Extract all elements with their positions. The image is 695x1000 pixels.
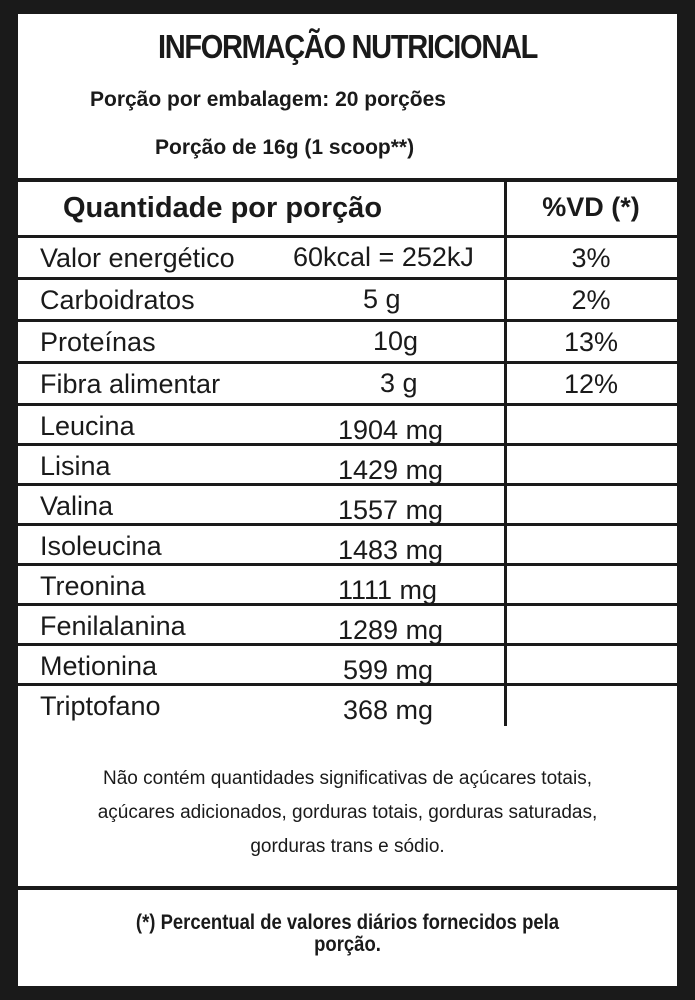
nutrient-name: Metionina (40, 651, 158, 681)
nutrient-name: Leucina (40, 411, 135, 441)
divider (18, 178, 677, 182)
footnote: (*) Percentual de valores diários fornec… (58, 912, 638, 956)
table-row: Valina 1557 mg (18, 486, 677, 526)
table-header: Quantidade por porção %VD (*) (18, 182, 677, 238)
nutrient-name: Proteínas (40, 327, 156, 357)
nutrient-value: 3 g (380, 368, 418, 398)
nutrient-value: 599 mg (343, 655, 434, 685)
nutrient-name: Triptofano (40, 691, 161, 721)
table-row: Fenilalanina 1289 mg (18, 606, 677, 646)
nutrient-value: 1557 mg (338, 495, 444, 525)
nutrient-dv: 12% (563, 369, 619, 399)
nutrient-value: 1289 mg (338, 615, 444, 645)
column-divider (504, 180, 507, 726)
nutrient-name: Fenilalanina (40, 611, 186, 641)
table-row: Treonina 1111 mg (18, 566, 677, 606)
footnote-line: (*) Percentual de valores diários fornec… (135, 911, 560, 934)
table-row: Lisina 1429 mg (18, 446, 677, 486)
serving-size: Porção de 16g (1 scoop**) (155, 136, 415, 159)
table-row: Triptofano 368 mg (18, 686, 677, 726)
table-row: Isoleucina 1483 mg (18, 526, 677, 566)
nutrient-name: Fibra alimentar (40, 369, 221, 399)
header-dv: %VD (*) (542, 192, 640, 222)
nutrient-name: Carboidratos (40, 285, 195, 315)
servings-per-package: Porção por embalagem: 20 porções (90, 88, 446, 111)
table-row: Valor energético 60kcal = 252kJ 3% (18, 238, 677, 280)
nutrient-value: 1111 mg (338, 575, 438, 605)
label-title: INFORMAÇÃO NUTRICIONAL (157, 28, 538, 65)
nutrient-dv: 2% (571, 285, 611, 315)
note-line: açúcares adicionados, gorduras totais, g… (97, 802, 598, 823)
nutrient-value: 1483 mg (338, 535, 444, 565)
nutrient-value: 1904 mg (338, 415, 444, 445)
table-row: Proteínas 10g 13% (18, 322, 677, 364)
table-row: Carboidratos 5 g 2% (18, 280, 677, 322)
footnote-line: porção. (314, 933, 381, 956)
nutrient-name: Lisina (40, 451, 111, 481)
table-row: Leucina 1904 mg (18, 406, 677, 446)
table-row: Fibra alimentar 3 g 12% (18, 364, 677, 406)
note-line: Não contém quantidades significativas de… (103, 768, 592, 789)
nutrient-value: 10g (373, 326, 419, 356)
nutrient-dv: 3% (571, 243, 611, 273)
nutrient-value: 1429 mg (338, 455, 444, 485)
nutrient-value: 368 mg (343, 695, 434, 725)
divider (18, 886, 677, 890)
header-quantity: Quantidade por porção (63, 192, 383, 224)
note-line: gorduras trans e sódio. (250, 836, 445, 857)
nutrient-name: Valina (40, 491, 114, 521)
table-row: Metionina 599 mg (18, 646, 677, 686)
label-panel: INFORMAÇÃO NUTRICIONAL Porção por embala… (18, 14, 677, 986)
nutrient-name: Treonina (40, 571, 146, 601)
note: Não contém quantidades significativas de… (18, 762, 677, 864)
nutrient-value: 60kcal = 252kJ (293, 242, 474, 272)
nutrient-dv: 13% (563, 327, 619, 357)
nutrient-value: 5 g (363, 284, 401, 314)
nutrient-name: Isoleucina (40, 531, 162, 561)
nutrient-name: Valor energético (40, 243, 235, 273)
